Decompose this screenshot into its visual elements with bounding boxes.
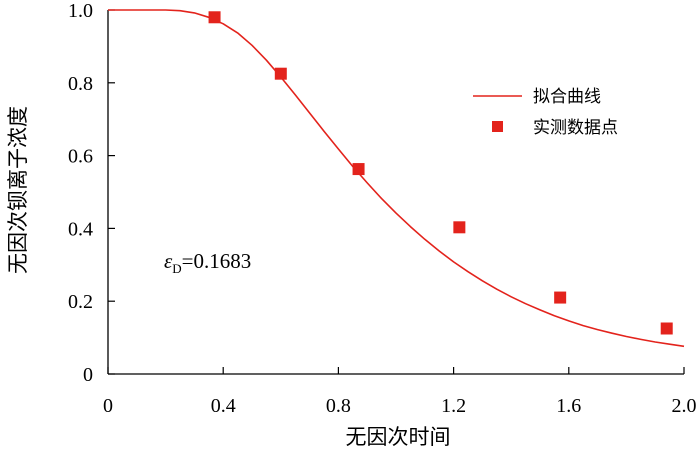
x-tick-label: 0.8	[326, 395, 351, 417]
y-tick-label: 0	[83, 364, 93, 386]
series	[108, 9, 685, 348]
epsilon-value: =0.1683	[182, 249, 252, 273]
data-point-marker	[208, 11, 221, 24]
legend-marker-sample	[492, 121, 503, 132]
fit-curve-line	[108, 9, 685, 348]
y-tick-label: 1.0	[68, 0, 93, 22]
x-axis-title: 无因次时间	[346, 425, 451, 449]
data-point-marker	[453, 221, 466, 234]
legend-label-fit: 拟合曲线	[533, 87, 601, 107]
x-tick-label: 2.0	[672, 395, 697, 417]
epsilon-symbol: ε	[164, 249, 173, 273]
y-tick-label: 0.6	[68, 146, 93, 168]
legend-label-measured: 实测数据点	[533, 118, 618, 138]
x-tick-label: 1.2	[441, 395, 466, 417]
epsilon-annotation: εD=0.1683	[164, 249, 251, 276]
epsilon-subscript: D	[172, 261, 181, 276]
data-point-marker	[352, 163, 365, 176]
data-point-marker	[274, 67, 287, 80]
legend: 拟合曲线 实测数据点	[473, 87, 618, 138]
y-tick-label: 0.8	[68, 73, 93, 95]
x-tick-label: 0.4	[211, 395, 236, 417]
x-tick-label: 1.6	[556, 395, 581, 417]
y-tick-label: 0.4	[68, 218, 93, 240]
data-point-marker	[660, 322, 673, 335]
x-tick-label: 0	[103, 395, 113, 417]
y-axis-title: 无因次钡离子浓度	[6, 106, 30, 274]
ticks: 0 0.4 0.8 1.2 1.6 2.0 0 0.2 0.4 0.6 0.8 1.0	[68, 0, 697, 417]
y-tick-label: 0.2	[68, 291, 93, 313]
data-point-marker	[554, 291, 567, 304]
